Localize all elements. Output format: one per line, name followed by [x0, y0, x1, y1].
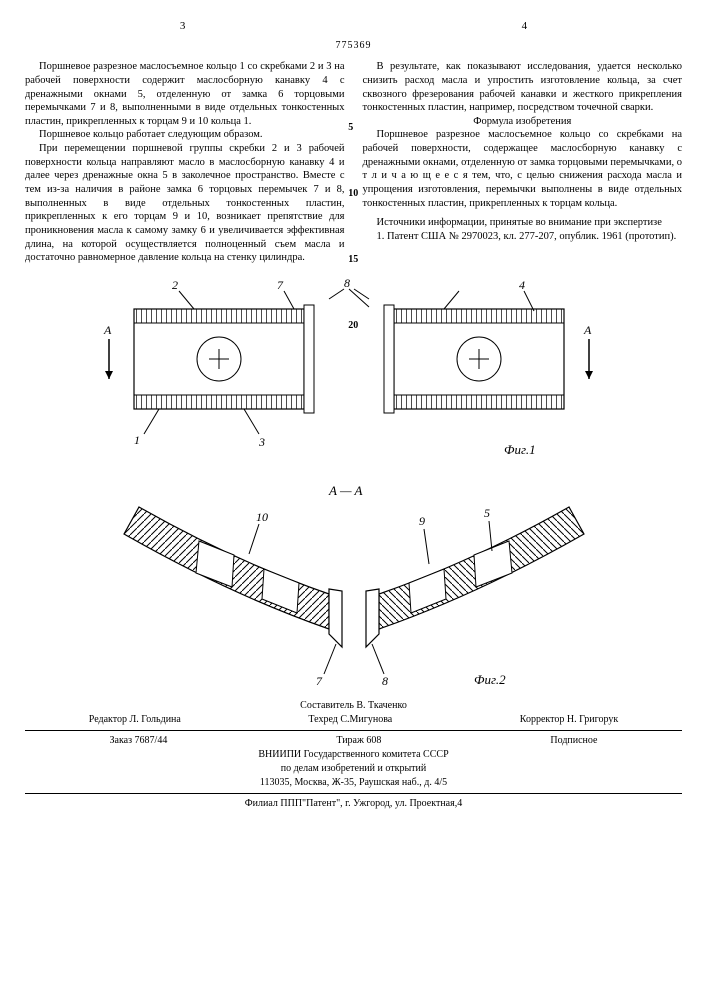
text-columns: Поршневое разрезное маслосъемное кольцо … — [25, 60, 682, 265]
svg-text:7: 7 — [277, 279, 284, 292]
page-num-left: 3 — [25, 20, 340, 34]
paragraph: Поршневое разрезное маслосъемное кольцо … — [363, 128, 683, 210]
fig2-right-arc — [366, 507, 584, 647]
fig2-caption: Фиг.2 — [474, 672, 506, 687]
compiler-line: Составитель В. Ткаченко — [25, 699, 682, 713]
svg-text:5: 5 — [484, 506, 490, 520]
order: Заказ 7687/44 — [110, 734, 168, 748]
org-line-1: ВНИИПИ Государственного комитета СССР — [25, 748, 682, 762]
svg-text:8: 8 — [344, 279, 350, 290]
line-number: 20 — [348, 320, 358, 333]
source-item: 1. Патент США № 2970023, кл. 277-207, оп… — [363, 230, 683, 244]
corrector: Корректор Н. Григорук — [520, 713, 618, 727]
paragraph: При перемещении поршневой группы скребки… — [25, 142, 345, 265]
formula-title: Формула изобретения — [363, 115, 683, 129]
svg-text:3: 3 — [258, 435, 265, 449]
right-column: В результате, как показывают исследовани… — [363, 60, 683, 265]
org-line-2: по делам изобретений и открытий — [25, 762, 682, 776]
fig1-right-block — [384, 305, 564, 413]
figure-2: A — A 10 9 5 7 8 Фиг.2 — [25, 479, 682, 689]
line-number: 10 — [348, 188, 358, 201]
svg-text:1: 1 — [134, 433, 140, 447]
page-header: 3 4 — [25, 20, 682, 34]
page-num-right: 4 — [367, 20, 682, 34]
techred: Техред С.Мигунова — [308, 713, 392, 727]
section-arrow-right: A — [583, 323, 593, 379]
fig1-svg: A A 2 7 8 4 1 3 Фиг.1 — [74, 279, 634, 469]
paragraph: В результате, как показывают исследовани… — [363, 60, 683, 115]
patent-number: 775369 — [25, 40, 682, 53]
address-line: 113035, Москва, Ж-35, Раушская наб., д. … — [25, 776, 682, 790]
fig1-left-block — [134, 305, 314, 413]
figure-1: A A 2 7 8 4 1 3 Фиг.1 — [25, 279, 682, 469]
fig1-caption: Фиг.1 — [504, 442, 536, 457]
line-number: 5 — [348, 122, 353, 135]
svg-text:7: 7 — [316, 674, 323, 688]
svg-text:A: A — [103, 323, 112, 337]
svg-text:A: A — [583, 323, 592, 337]
section-label: A — A — [328, 483, 363, 498]
sources-title: Источники информации, принятые во вниман… — [363, 216, 683, 230]
paragraph: Поршневое разрезное маслосъемное кольцо … — [25, 60, 345, 128]
tirazh: Тираж 608 — [336, 734, 381, 748]
svg-text:8: 8 — [382, 674, 388, 688]
section-arrow-left: A — [103, 323, 113, 379]
editor-row: Редактор Л. Гольдина Техред С.Мигунова К… — [25, 713, 682, 727]
imprint-block: Составитель В. Ткаченко Редактор Л. Голь… — [25, 699, 682, 811]
text-columns-wrap: 5 10 15 20 Поршневое разрезное маслосъем… — [25, 60, 682, 265]
podpisnoe: Подписное — [550, 734, 597, 748]
fig2-svg: A — A 10 9 5 7 8 Фиг.2 — [74, 479, 634, 689]
paragraph: Поршневое кольцо работает следующим обра… — [25, 128, 345, 142]
svg-text:2: 2 — [172, 279, 178, 292]
svg-text:10: 10 — [256, 510, 268, 524]
branch-line: Филиал ППП"Патент", г. Ужгород, ул. Прое… — [25, 797, 682, 811]
editor: Редактор Л. Гольдина — [89, 713, 181, 727]
svg-text:9: 9 — [419, 514, 425, 528]
line-number: 15 — [348, 254, 358, 267]
fig2-left-arc — [124, 507, 342, 647]
left-column: Поршневое разрезное маслосъемное кольцо … — [25, 60, 345, 265]
svg-text:4: 4 — [519, 279, 525, 292]
order-row: Заказ 7687/44 Тираж 608 Подписное — [25, 734, 682, 748]
